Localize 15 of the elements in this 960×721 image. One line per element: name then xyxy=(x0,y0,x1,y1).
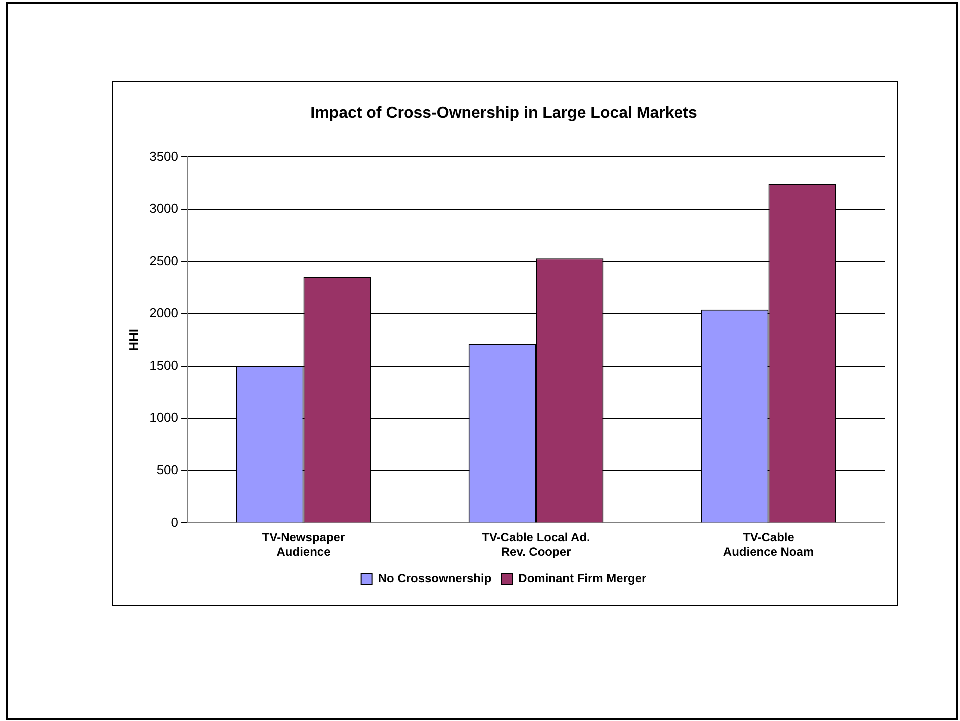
y-tick-label: 1500 xyxy=(150,358,179,373)
legend-label: Dominant Firm Merger xyxy=(518,571,648,586)
x-tick-label: TV-Cable Local Ad. Rev. Cooper xyxy=(482,530,590,560)
y-tick-label: 2500 xyxy=(150,253,179,268)
y-tick-label: 3000 xyxy=(150,201,179,216)
legend-label: No Crossownership xyxy=(378,571,492,586)
y-tick-label: 1000 xyxy=(150,410,179,426)
x-tick-label: TV-Newspaper Audience xyxy=(262,530,346,560)
y-tick-label: 3500 xyxy=(150,148,179,164)
y-axis-title: HHI xyxy=(126,329,142,352)
chart-title: Impact of Cross-Ownership in Large Local Markets xyxy=(310,105,698,122)
y-tick-label: 2000 xyxy=(150,306,179,321)
y-tick-label: 0 xyxy=(171,514,179,530)
y-tick-label: 500 xyxy=(156,462,179,478)
x-tick-label: TV-Cable Audience Noam xyxy=(723,530,814,560)
